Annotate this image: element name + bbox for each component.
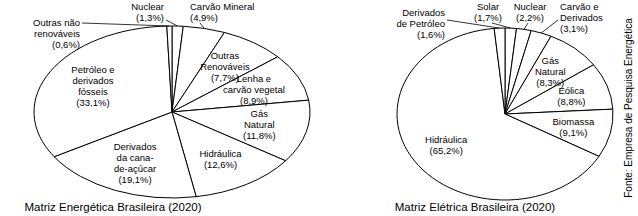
leader-line bbox=[447, 20, 500, 28]
slice-label-line: Hidráulica bbox=[199, 148, 242, 159]
slice-label: Carvão Mineral bbox=[190, 1, 254, 12]
slices bbox=[34, 26, 310, 198]
leader-line bbox=[166, 20, 178, 26]
slice-label-line: Carvão e bbox=[560, 1, 599, 12]
slices bbox=[397, 28, 613, 200]
slice-label-line: Derivados bbox=[114, 141, 157, 152]
slice-label: Derivadosde Petróleo bbox=[396, 7, 445, 29]
slice-label-line: Nuclear bbox=[131, 1, 164, 12]
value-label: (8,9%) bbox=[240, 95, 268, 106]
value-label: (1,6%) bbox=[417, 29, 445, 40]
pie-slice bbox=[397, 28, 599, 200]
slice-label: Hidráulica bbox=[199, 148, 242, 159]
slice-label-line: renováveis bbox=[34, 28, 80, 39]
slice-label: Nuclear bbox=[131, 1, 164, 12]
slice-label-line: derivados bbox=[72, 75, 113, 86]
source-note: Fonte: Empresa de Pesquisa Energética bbox=[623, 18, 634, 198]
value-label: (4,9%) bbox=[190, 12, 218, 23]
pie-slice bbox=[505, 65, 613, 114]
slice-label-line: Outras bbox=[211, 50, 240, 61]
value-label: (9,1%) bbox=[559, 127, 587, 138]
value-label: (0,6%) bbox=[52, 39, 80, 50]
value-label: (19,1%) bbox=[118, 174, 151, 185]
slice-label: Solar bbox=[477, 1, 499, 12]
slice-label-line: Derivados bbox=[560, 12, 603, 23]
pie-chart: Nuclear(1,3%) Carvão Mineral(4,9%) OutrasR… bbox=[24, 1, 310, 213]
leader-line bbox=[200, 23, 204, 28]
slice-label-line: de Petróleo bbox=[396, 18, 445, 29]
slice-label-line: Outras não bbox=[33, 17, 80, 28]
slice-label-line: Biomassa bbox=[553, 116, 595, 127]
slice-label-line: Renováveis bbox=[200, 61, 250, 72]
value-label: (11,8%) bbox=[243, 130, 276, 141]
value-label: (1,3%) bbox=[136, 12, 164, 23]
leader-line bbox=[541, 20, 558, 33]
slice-label: Nuclear bbox=[514, 1, 547, 12]
leader-line bbox=[524, 23, 528, 29]
slice-label: OutrasRenováveis bbox=[200, 50, 250, 72]
slice-label-line: fósseis bbox=[78, 86, 108, 97]
slice-label-line: Derivados bbox=[402, 7, 445, 18]
value-label: (12,6%) bbox=[204, 159, 237, 170]
slice-label-line: Gás bbox=[251, 108, 269, 119]
slice-label-line: Gás bbox=[542, 55, 560, 66]
leader-line bbox=[82, 23, 169, 26]
slice-label-line: Eólica bbox=[558, 85, 585, 96]
figure: Nuclear(1,3%)Carvão Mineral(4,9%)OutrasR… bbox=[0, 0, 638, 216]
value-label: (65,2%) bbox=[430, 145, 463, 156]
data-labels: Solar(1,7%)Nuclear(2,2%)Carvão eDerivado… bbox=[396, 1, 603, 156]
value-label: (1,7%) bbox=[474, 12, 502, 23]
slice-label-line: Solar bbox=[477, 1, 499, 12]
value-label: (33,1%) bbox=[76, 97, 109, 108]
pie-slice bbox=[167, 26, 172, 112]
slice-label: Eólica bbox=[558, 85, 585, 96]
slice-label: Outras nãorenováveis bbox=[33, 17, 80, 39]
slice-label-line: Natural bbox=[244, 119, 275, 130]
pie-slice bbox=[494, 28, 505, 114]
chart-title: Matriz Energética Brasileira (2020) bbox=[24, 201, 201, 213]
value-label: (7,7%) bbox=[211, 72, 239, 83]
slice-label-line: Hidráulica bbox=[425, 134, 468, 145]
slice-label: GásNatural bbox=[244, 108, 275, 130]
slice-label-line: Petróleo e bbox=[71, 64, 114, 75]
slice-label-line: da cana- bbox=[117, 152, 154, 163]
data-labels: Nuclear(1,3%) Carvão Mineral(4,9%) OutrasR… bbox=[33, 1, 285, 185]
slice-label-line: Natural bbox=[535, 66, 566, 77]
slice-label: Derivadosda cana-de-açúcar bbox=[114, 141, 157, 174]
slice-label: Lenha ecarvão vegetal bbox=[223, 73, 285, 95]
value-label: (8,8%) bbox=[557, 96, 585, 107]
value-label: (2,2%) bbox=[516, 12, 544, 23]
chart-title: Matriz Elétrica Brasileira (2020) bbox=[395, 201, 556, 213]
slice-label-line: Lenha e bbox=[237, 73, 271, 84]
slice-label-line: Carvão Mineral bbox=[190, 1, 254, 12]
slice-label-line: de-açúcar bbox=[114, 163, 156, 174]
slice-label-line: carvão vegetal bbox=[223, 84, 285, 95]
pie-slice bbox=[34, 26, 172, 157]
slice-label: Petróleo ederivadosfósseis bbox=[71, 64, 114, 97]
slice-label-line: Nuclear bbox=[514, 1, 547, 12]
pie-chart: Solar(1,7%)Nuclear(2,2%)Carvão eDerivado… bbox=[395, 1, 613, 213]
slice-label: Biomassa bbox=[553, 116, 595, 127]
value-label: (3,1%) bbox=[560, 23, 588, 34]
slice-label: GásNatural bbox=[535, 55, 566, 77]
slice-label: Hidráulica bbox=[425, 134, 468, 145]
slice-label: Carvão eDerivados bbox=[560, 1, 603, 23]
